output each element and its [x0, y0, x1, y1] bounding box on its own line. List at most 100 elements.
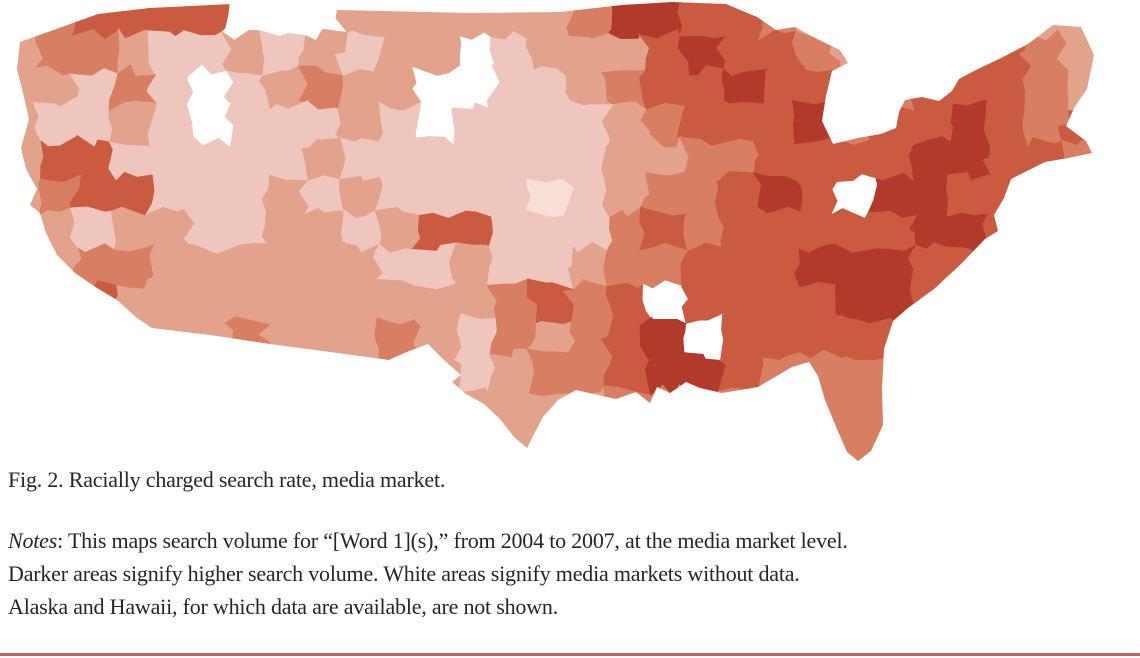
media-market-cell [17, 384, 45, 434]
media-market-cell [904, 2, 953, 42]
media-market-cell [1096, 350, 1140, 397]
media-market-cell [866, 68, 917, 113]
media-market-cell [1097, 102, 1140, 148]
us-map-svg [17, 0, 1140, 462]
media-market-cell [148, 391, 197, 427]
media-market-cell [945, 385, 995, 428]
media-market-cell [109, 349, 160, 396]
media-market-cell [187, 350, 234, 397]
media-market-cell [1098, 279, 1140, 323]
media-market-cell [601, 425, 653, 461]
media-market-cell [298, 355, 347, 398]
media-market-cell [1056, 28, 1094, 76]
media-market-cell [715, 420, 768, 461]
media-market-cell [526, 2, 577, 41]
page-footer-rule [0, 653, 1140, 656]
media-market-cell [721, 246, 768, 287]
figure-notes: Notes: This maps search volume for “[Wor… [8, 524, 1138, 623]
media-market-cell [563, 421, 616, 461]
media-market-cell [454, 2, 496, 42]
media-market-cell [719, 2, 765, 42]
media-market-cell [943, 421, 995, 461]
media-market-cell [906, 29, 954, 76]
media-market-cell [1056, 317, 1094, 362]
media-market-no-data [258, 2, 307, 38]
media-market-cell [982, 277, 1032, 324]
media-market-cell [338, 137, 385, 183]
media-market-cell [17, 206, 41, 255]
media-market-cell [1056, 386, 1094, 430]
media-market-cell [36, 315, 83, 359]
media-market-cell [981, 353, 1032, 397]
media-market-cell [71, 350, 116, 398]
media-market-cell [1019, 175, 1065, 217]
media-market-cell [33, 348, 84, 395]
media-market-cell [755, 425, 805, 461]
media-market-cell [1097, 388, 1140, 430]
media-market-cell [677, 419, 719, 461]
media-market-cell [1021, 421, 1071, 461]
media-market-cell [716, 387, 760, 430]
media-market-cell [675, 384, 726, 426]
media-market-cell [299, 383, 348, 432]
media-market-cell [17, 141, 45, 181]
media-market-cell [1105, 422, 1140, 462]
media-market-cell [911, 419, 958, 461]
media-market-cell [1056, 176, 1094, 219]
media-market-cell [150, 351, 198, 397]
media-market-cell [70, 385, 118, 434]
media-market-cell [184, 421, 236, 461]
media-market-cell [69, 313, 121, 361]
notes-line-2: Darker areas signify higher search volum… [8, 561, 800, 586]
media-market-cell [677, 2, 727, 40]
media-market-cell [755, 389, 803, 432]
media-market-cell [372, 421, 419, 461]
media-market-cell [1056, 208, 1094, 250]
media-market-cell [69, 421, 121, 461]
media-market-cell [1058, 279, 1094, 324]
media-market-cell [1105, 32, 1140, 75]
media-market-cell [31, 2, 78, 38]
media-market-cell [868, 317, 919, 362]
media-market-cell [790, 425, 839, 461]
media-market-cell [721, 67, 768, 106]
media-market-cell [794, 243, 843, 289]
media-market-cell [453, 210, 495, 248]
notes-line-3: Alaska and Hawaii, for which data are av… [8, 594, 559, 619]
media-market-cell [645, 420, 683, 461]
media-market-cell [334, 384, 378, 431]
media-market-cell [258, 391, 311, 433]
media-market-cell [17, 172, 43, 218]
media-market-cell [984, 2, 1033, 38]
figure-map-choropleth-us-media-markets [17, 0, 1140, 462]
media-market-cell [944, 2, 996, 41]
media-market-cell [1020, 287, 1070, 323]
media-market-cell [69, 206, 118, 254]
media-market-cell [910, 321, 955, 361]
media-market-cell [758, 206, 802, 255]
media-market-cell [1021, 247, 1070, 291]
media-market-cell [528, 393, 579, 432]
media-market-cell [1022, 206, 1071, 255]
media-market-cell [1023, 385, 1071, 428]
media-market-cell [375, 278, 418, 326]
media-market-cell [17, 243, 42, 290]
media-market-cell [983, 385, 1030, 432]
media-market-cell [372, 384, 421, 430]
media-market-cell [1097, 0, 1140, 41]
media-market-cell [107, 385, 153, 433]
media-market-cell [17, 278, 42, 325]
media-market-cell [1102, 137, 1140, 183]
media-market-cell [450, 421, 498, 461]
notes-line-1-text: : This maps search volume for “[Word 1](… [57, 528, 848, 553]
media-market-cell [148, 420, 197, 461]
media-market-cell [869, 2, 919, 40]
media-market-cell [36, 278, 80, 323]
media-market-cell [226, 422, 272, 461]
figure-caption: Fig. 2. Racially charged search rate, me… [8, 467, 446, 492]
media-market-cell [183, 384, 232, 433]
media-market-cell [411, 384, 463, 432]
media-market-cell [719, 313, 765, 363]
media-market-cell [717, 355, 765, 393]
media-market-cell [830, 69, 881, 113]
